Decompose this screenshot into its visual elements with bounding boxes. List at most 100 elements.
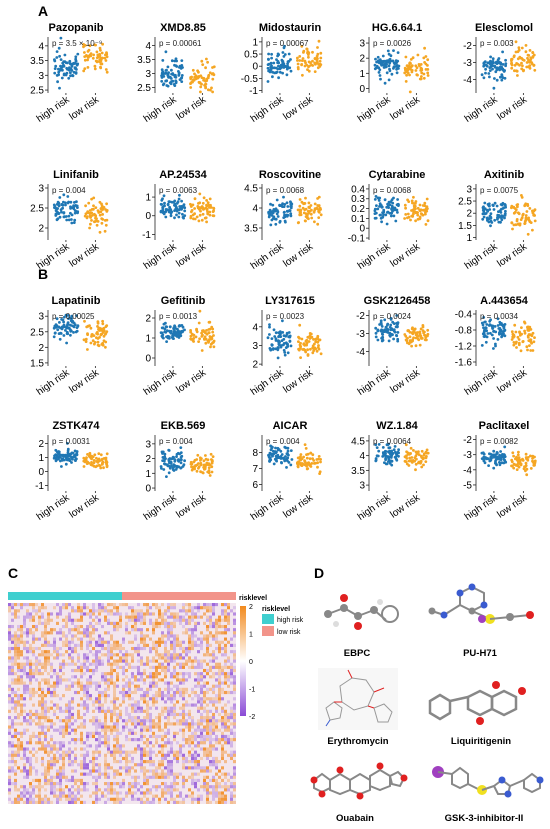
- heatmap-cell: [158, 672, 161, 676]
- data-point: [286, 449, 290, 453]
- low-risk-points: [296, 443, 322, 475]
- heatmap-cell: [191, 687, 194, 691]
- heatmap-cell: [86, 634, 89, 638]
- heatmap-cell: [164, 646, 167, 651]
- data-point: [298, 213, 302, 217]
- data-point: [482, 316, 486, 319]
- heatmap-cell: [119, 731, 122, 735]
- data-point: [526, 56, 529, 60]
- data-point: [391, 320, 395, 324]
- heatmap-cell: [50, 631, 53, 635]
- heatmap-cell: [167, 668, 170, 673]
- heatmap-cell: [83, 741, 86, 745]
- panel-label-a: A: [38, 3, 48, 19]
- heatmap-cell: [158, 744, 161, 748]
- heatmap-cell: [218, 668, 221, 673]
- heatmap-cell: [65, 722, 68, 726]
- data-point: [395, 458, 399, 462]
- heatmap-cell: [8, 672, 11, 676]
- data-point: [211, 330, 215, 334]
- data-point: [497, 327, 501, 330]
- heatmap-cell: [86, 653, 89, 657]
- data-point: [523, 329, 526, 333]
- p-value-label: p = 0.0024: [373, 312, 412, 321]
- heatmap-cell: [86, 738, 89, 742]
- data-point: [519, 462, 523, 466]
- heatmap-cell: [53, 728, 56, 732]
- heatmap-cell: [113, 722, 116, 726]
- heatmap-cell: [185, 621, 188, 625]
- heatmap-cell: [44, 681, 47, 685]
- heatmap-cell: [230, 738, 233, 742]
- data-point: [82, 69, 86, 73]
- data-point: [425, 197, 429, 201]
- heatmap-cell: [68, 615, 71, 619]
- p-value-label: p = 0.0026: [373, 39, 412, 48]
- data-point: [490, 62, 494, 66]
- data-point: [489, 212, 493, 216]
- annotation-bar-high-risk: [8, 592, 122, 600]
- data-point: [482, 326, 485, 330]
- heatmap-cell: [47, 716, 50, 720]
- heatmap-cell: [152, 621, 155, 625]
- heatmap-cell: [128, 606, 131, 610]
- heatmap-cell: [227, 603, 230, 607]
- heatmap-cell: [179, 656, 182, 660]
- heatmap-cell: [128, 684, 131, 688]
- heatmap-cell: [179, 687, 182, 691]
- data-point: [422, 56, 426, 60]
- data-point: [531, 331, 535, 335]
- heatmap-cell: [125, 621, 128, 625]
- heatmap-cell: [65, 709, 68, 713]
- heatmap-cell: [65, 728, 68, 732]
- x-tick-label: high risk: [463, 367, 501, 398]
- data-point: [204, 216, 208, 220]
- heatmap-cell: [23, 690, 26, 695]
- data-point: [382, 213, 385, 216]
- heatmap-cell: [155, 640, 158, 644]
- heatmap-cell: [17, 687, 20, 691]
- heatmap-cell: [200, 690, 203, 695]
- heatmap-cell: [155, 684, 158, 688]
- data-point: [309, 61, 312, 65]
- data-point: [484, 326, 488, 330]
- heatmap-cell: [95, 615, 98, 619]
- heatmap-cell: [224, 734, 227, 739]
- data-point: [387, 64, 391, 68]
- data-point: [62, 453, 66, 457]
- heatmap-cell: [92, 709, 95, 713]
- heatmap-cell: [143, 700, 146, 704]
- data-point: [528, 49, 532, 52]
- data-point: [482, 64, 486, 68]
- heatmap-cell: [227, 640, 230, 644]
- data-point: [169, 214, 173, 218]
- heatmap-cell: [203, 653, 206, 657]
- heatmap-cell: [161, 728, 164, 732]
- heatmap-cell: [215, 694, 218, 698]
- heatmap-cell: [62, 653, 65, 657]
- data-point: [276, 356, 280, 360]
- data-point: [88, 211, 92, 215]
- panel-title: LY317615: [265, 295, 315, 307]
- data-point: [317, 347, 321, 351]
- data-point: [492, 329, 496, 333]
- heatmap-cell: [155, 650, 158, 654]
- heatmap-cell: [23, 684, 26, 688]
- heatmap-cell: [143, 637, 146, 641]
- data-point: [56, 328, 60, 332]
- heatmap-cell: [80, 722, 83, 726]
- p-value-label: p = 0.0068: [266, 186, 305, 195]
- data-point: [489, 458, 492, 461]
- data-point: [180, 80, 184, 83]
- data-point: [211, 77, 215, 81]
- heatmap-cell: [191, 731, 194, 735]
- data-point: [53, 324, 57, 328]
- data-point: [481, 451, 485, 455]
- heatmap-cell: [128, 716, 131, 720]
- x-tick-label: low risk: [495, 241, 529, 270]
- data-point: [195, 215, 199, 219]
- low-risk-points: [82, 319, 109, 351]
- heatmap-cell: [71, 634, 74, 638]
